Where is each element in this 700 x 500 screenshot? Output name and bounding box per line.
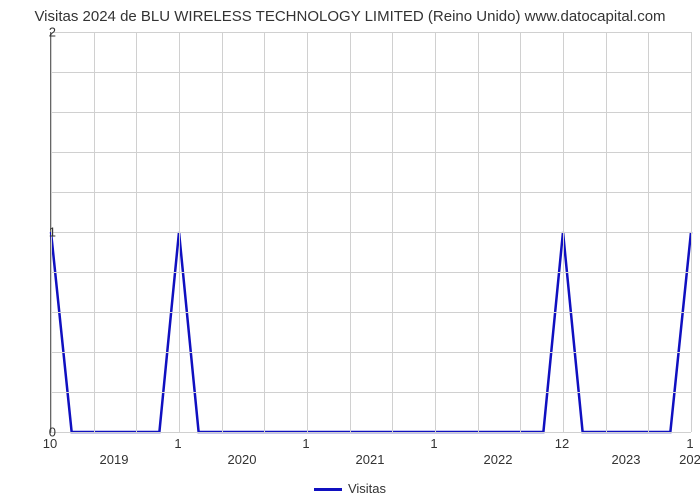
gridline-h — [51, 72, 691, 73]
gridline-v — [648, 32, 649, 432]
y-tick-label: 2 — [16, 25, 56, 40]
gridline-v — [435, 32, 436, 432]
gridline-h — [51, 232, 691, 233]
gridline-h — [51, 432, 691, 433]
gridline-v — [606, 32, 607, 432]
gridline-v — [563, 32, 564, 432]
gridline-h — [51, 312, 691, 313]
x-year-label: 2021 — [356, 452, 385, 467]
gridline-h — [51, 32, 691, 33]
gridline-v — [520, 32, 521, 432]
plot-area — [50, 32, 691, 433]
gridline-h — [51, 112, 691, 113]
legend-swatch — [314, 488, 342, 491]
y-tick-label: 1 — [16, 225, 56, 240]
gridline-v — [392, 32, 393, 432]
gridline-v — [179, 32, 180, 432]
x-tick-label: 12 — [555, 436, 569, 451]
x-tick-label: 1 — [430, 436, 437, 451]
x-tick-label: 10 — [43, 436, 57, 451]
gridline-v — [307, 32, 308, 432]
gridline-h — [51, 352, 691, 353]
chart-container: Visitas 2024 de BLU WIRELESS TECHNOLOGY … — [0, 0, 700, 500]
x-year-label: 2022 — [484, 452, 513, 467]
gridline-h — [51, 192, 691, 193]
x-year-label: 202 — [679, 452, 700, 467]
x-year-label: 2023 — [612, 452, 641, 467]
gridline-v — [94, 32, 95, 432]
gridline-v — [222, 32, 223, 432]
gridline-v — [478, 32, 479, 432]
legend-label: Visitas — [348, 481, 386, 496]
gridline-h — [51, 152, 691, 153]
gridline-h — [51, 392, 691, 393]
gridline-h — [51, 272, 691, 273]
chart-title: Visitas 2024 de BLU WIRELESS TECHNOLOGY … — [0, 0, 700, 25]
x-year-label: 2019 — [100, 452, 129, 467]
legend: Visitas — [0, 481, 700, 496]
gridline-v — [136, 32, 137, 432]
x-tick-label: 1 — [174, 436, 181, 451]
gridline-v — [691, 32, 692, 432]
x-tick-label: 1 — [302, 436, 309, 451]
gridline-v — [264, 32, 265, 432]
x-year-label: 2020 — [228, 452, 257, 467]
x-tick-label: 1 — [686, 436, 693, 451]
gridline-v — [350, 32, 351, 432]
